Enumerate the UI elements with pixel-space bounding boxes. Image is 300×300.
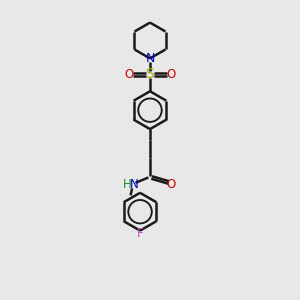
Text: N: N xyxy=(130,178,139,191)
Text: O: O xyxy=(166,68,176,81)
Text: O: O xyxy=(166,178,176,191)
Text: S: S xyxy=(146,68,154,81)
Text: N: N xyxy=(145,52,155,65)
Text: F: F xyxy=(137,227,143,240)
Text: H: H xyxy=(123,178,132,191)
Text: O: O xyxy=(124,68,134,81)
